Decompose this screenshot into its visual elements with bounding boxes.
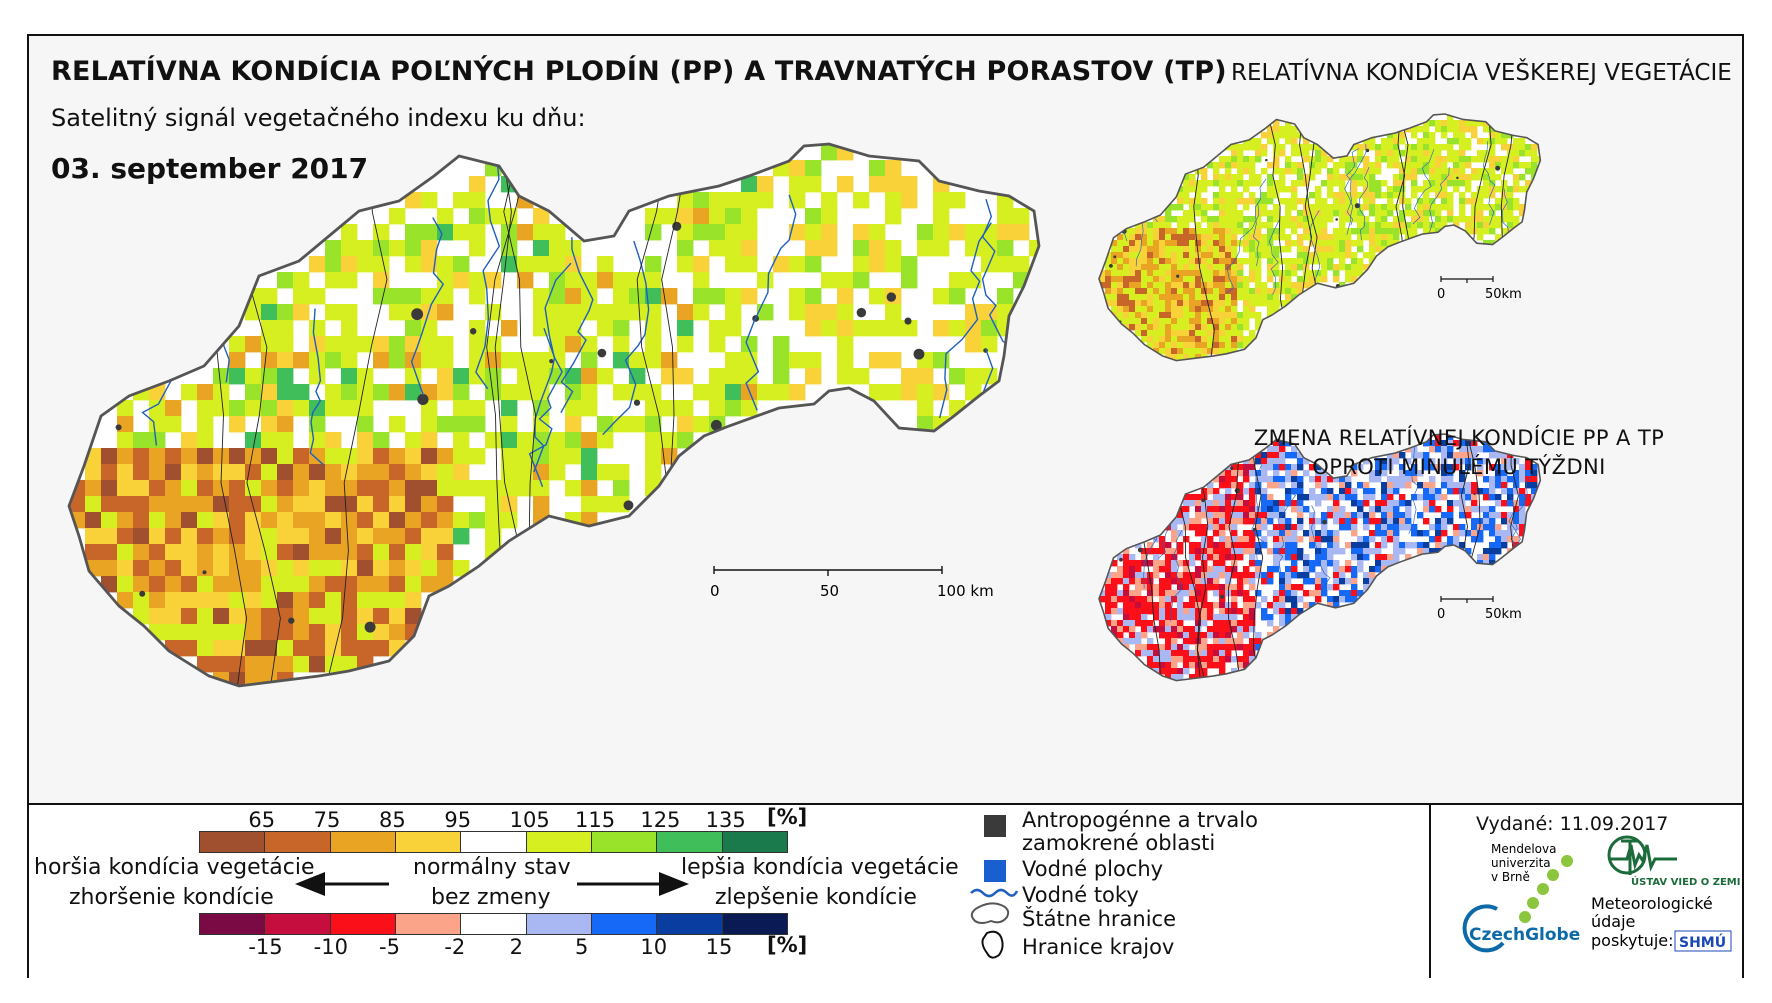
worse-label: horšia kondícia vegetácie — [34, 855, 315, 880]
main-condition-map — [67, 142, 1041, 688]
svg-text:50km: 50km — [1485, 287, 1522, 302]
condition-label-6: 125 — [640, 808, 681, 832]
change-condition-map — [1098, 433, 1542, 682]
mendel-logo — [1519, 855, 1573, 923]
water-swatch — [984, 860, 1006, 882]
svg-text:Mendelova: Mendelova — [1491, 842, 1556, 856]
vegetation-condition-map — [1098, 113, 1542, 362]
legend-zone: 65 75 85 95 105 115 125 135 [%] horšia kondícia… — [29, 803, 1742, 978]
svg-text:údaje: údaje — [1591, 912, 1635, 931]
regions-label: Hranice krajov — [1022, 935, 1175, 959]
main-title: RELATÍVNA KONDÍCIA POĽNÝCH PLODÍN (PP) A… — [51, 56, 1227, 87]
date-label: 03. september 2017 — [51, 152, 369, 185]
condition-label-3: 95 — [444, 808, 472, 832]
svg-text:0: 0 — [1437, 287, 1445, 302]
change-label-1: -10 — [313, 935, 348, 959]
svg-text:poskytuje:: poskytuje: — [1591, 931, 1674, 950]
shmu-logo — [1674, 930, 1732, 952]
change-unit: [%] — [767, 933, 808, 957]
change-label-0: -15 — [248, 935, 283, 959]
scale-label-50: 50 — [820, 582, 839, 600]
svg-text:50km: 50km — [1485, 607, 1522, 622]
no-change-label: bez zmeny — [431, 885, 551, 910]
change-label-6: 10 — [640, 935, 668, 959]
logos: Mendelova univerzita v Brně CzechGlobe Ú… — [1462, 835, 1740, 953]
arrows — [295, 872, 689, 896]
river-icon — [970, 888, 1019, 898]
map-zone: RELATÍVNA KONDÍCIA POĽNÝCH PLODÍN (PP) A… — [29, 36, 1742, 803]
change-label-3: -2 — [444, 935, 466, 959]
condition-label-5: 115 — [575, 808, 616, 832]
change-label-4: 2 — [509, 935, 524, 959]
condition-label-4: 105 — [509, 808, 550, 832]
change-label-7: 15 — [705, 935, 733, 959]
map-frame: RELATÍVNA KONDÍCIA POĽNÝCH PLODÍN (PP) A… — [27, 34, 1744, 978]
change-label-5: 5 — [575, 935, 589, 959]
small-scale-bar-2: 0 50km — [1437, 596, 1522, 622]
better-change-label: zlepšenie kondície — [715, 885, 917, 910]
urban-swatch — [984, 815, 1006, 837]
condition-label-0: 65 — [248, 808, 276, 832]
vegetation-map-title: RELATÍVNA KONDÍCIA VEŠKEREJ VEGETÁCIE — [1231, 60, 1732, 86]
arrow-left-head — [295, 872, 325, 896]
state-border-icon — [970, 902, 1010, 924]
condition-swatch-8 — [721, 831, 788, 853]
arrow-right-head — [659, 872, 689, 896]
region-border-icon — [981, 930, 1004, 959]
rivers-label: Vodné toky — [1022, 883, 1139, 907]
condition-label-2: 85 — [379, 808, 406, 832]
symbol-legend — [970, 815, 1019, 959]
legend-separator — [1429, 805, 1431, 978]
svg-text:v Brně: v Brně — [1491, 870, 1530, 884]
svg-text:univerzita: univerzita — [1491, 856, 1551, 870]
main-scale-bar: 0 50 100 km — [710, 566, 994, 600]
small-scale-bar-1: 0 50km — [1437, 276, 1522, 302]
issued-date: Vydané: 11.09.2017 — [1476, 813, 1669, 835]
shmu-text: SHMÚ — [1679, 933, 1726, 951]
normal-label: normálny stav — [413, 855, 571, 880]
worse-change-label: zhoršenie kondície — [69, 885, 274, 910]
urban-label-1: Antropogénne a trvalo — [1022, 808, 1258, 832]
uvgz-text: ÚSTAV VIED O ZEMI — [1631, 875, 1740, 888]
condition-label-7: 135 — [705, 808, 746, 832]
czechglobe-logo-icon — [1462, 904, 1505, 953]
change-map-title: ZMENA RELATÍVNEJ KONDÍCIE PP A TP OPROTI… — [1253, 426, 1665, 479]
czechglobe-text: CzechGlobe — [1469, 925, 1580, 945]
change-label-2: -5 — [379, 935, 400, 959]
water-label: Vodné plochy — [1022, 857, 1164, 881]
change-swatch-8 — [721, 913, 788, 935]
border-label: Štátne hranice — [1022, 907, 1176, 931]
urban-label-2: zamokrené oblasti — [1022, 831, 1216, 855]
scale-label-100: 100 km — [937, 582, 994, 600]
svg-text:0: 0 — [1437, 607, 1445, 622]
condition-label-1: 75 — [313, 808, 341, 832]
scale-label-0: 0 — [710, 582, 720, 600]
better-label: lepšia kondícia vegetácie — [681, 855, 959, 880]
subtitle: Satelitný signál vegetačného indexu ku d… — [51, 104, 586, 132]
condition-unit: [%] — [767, 805, 808, 829]
svg-text:Meteorologické: Meteorologické — [1591, 894, 1713, 913]
